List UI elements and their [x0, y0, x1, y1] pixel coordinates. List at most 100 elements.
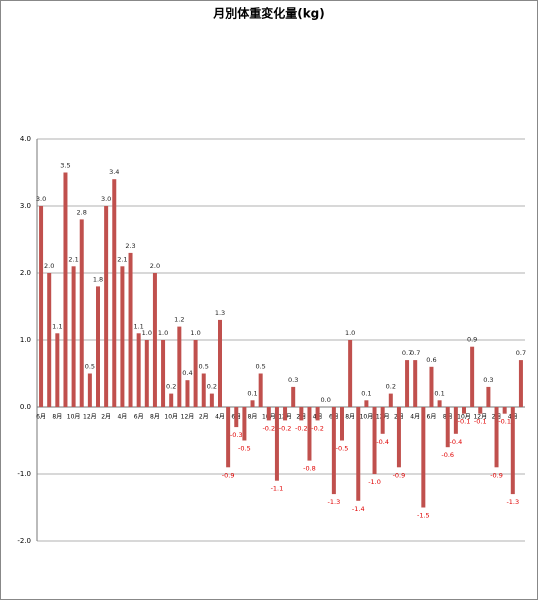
- chart-title: 月別体重変化量(kg): [212, 6, 325, 21]
- value-label: 0.1: [247, 389, 257, 397]
- value-label: 0.4: [182, 369, 192, 377]
- bar: [266, 407, 271, 421]
- bar: [185, 380, 190, 407]
- bar: [348, 340, 353, 407]
- x-tick-label: 8月: [150, 414, 160, 421]
- value-label: 1.2: [174, 316, 184, 324]
- value-label: -0.4: [450, 438, 463, 446]
- value-label: 0.0: [321, 396, 331, 404]
- bar: [71, 266, 76, 407]
- value-label: 0.3: [288, 376, 298, 384]
- bar: [55, 333, 60, 407]
- bar: [462, 407, 466, 414]
- value-label: 0.5: [255, 363, 265, 371]
- bar: [486, 386, 491, 407]
- y-tick-label: 1.0: [20, 336, 31, 344]
- bar: [372, 407, 377, 474]
- value-label: 2.1: [68, 255, 78, 263]
- x-tick-label: 10月: [67, 414, 81, 421]
- value-label: -0.1: [474, 418, 487, 426]
- value-label: 1.0: [345, 329, 355, 337]
- x-tick-label: 2月: [101, 414, 111, 421]
- bar: [356, 407, 361, 501]
- value-label: -0.4: [376, 438, 389, 446]
- bar: [437, 400, 442, 407]
- value-label: 0.5: [199, 363, 209, 371]
- bar: [201, 373, 206, 407]
- x-tick-label: 4月: [215, 414, 225, 421]
- bar: [104, 206, 109, 407]
- value-label: 1.0: [190, 329, 200, 337]
- y-tick-label: 0.0: [20, 403, 31, 411]
- y-tick-label: -1.0: [17, 470, 31, 478]
- value-label: -0.8: [303, 465, 316, 473]
- bar: [193, 340, 198, 407]
- value-label: 1.0: [142, 329, 152, 337]
- x-tick-label: 12月: [181, 414, 195, 421]
- value-label: -0.1: [498, 418, 511, 426]
- bar: [299, 407, 304, 421]
- bar: [87, 373, 92, 407]
- bar: [331, 407, 336, 495]
- value-label: 0.2: [166, 383, 176, 391]
- x-tick-label: 8月: [52, 414, 62, 421]
- y-tick-label: 3.0: [20, 202, 31, 210]
- bar: [161, 340, 166, 407]
- value-label: -0.2: [311, 424, 324, 432]
- value-label: 1.0: [158, 329, 168, 337]
- value-label: -0.2: [262, 424, 275, 432]
- bar: [478, 407, 483, 414]
- value-label: -0.9: [490, 471, 503, 479]
- bar: [177, 326, 182, 407]
- value-label: 2.3: [125, 242, 135, 250]
- value-label: -1.4: [352, 505, 365, 513]
- x-tick-label: 4月: [410, 414, 420, 421]
- value-label: 0.7: [402, 349, 412, 357]
- value-label: 0.6: [426, 356, 436, 364]
- value-label: 0.1: [434, 389, 444, 397]
- value-label: 2.8: [77, 208, 87, 216]
- bar: [396, 407, 401, 468]
- bar: [453, 407, 458, 434]
- value-label: 0.7: [410, 349, 420, 357]
- bar: [445, 407, 450, 448]
- bar: [136, 333, 141, 407]
- x-tick-label: 10月: [164, 414, 178, 421]
- y-tick-label: 2.0: [20, 269, 31, 277]
- value-label: 3.0: [101, 195, 111, 203]
- bar: [250, 400, 255, 407]
- value-label: 2.0: [150, 262, 160, 270]
- value-label: 0.2: [207, 383, 217, 391]
- bar: [234, 407, 239, 428]
- value-label: -0.5: [238, 445, 251, 453]
- bar: [152, 273, 157, 407]
- value-label: 0.7: [516, 349, 526, 357]
- bar: [112, 179, 117, 407]
- x-tick-label: 6月: [36, 414, 46, 421]
- bar: [63, 172, 68, 407]
- value-label: -0.3: [230, 431, 243, 439]
- y-tick-label: 4.0: [20, 135, 31, 143]
- value-label: 1.1: [52, 322, 62, 330]
- value-label: 3.5: [60, 162, 70, 170]
- bar: [169, 393, 174, 407]
- bar: [218, 319, 222, 407]
- bar: [47, 273, 52, 407]
- bar: [413, 360, 418, 407]
- value-label: 0.3: [483, 376, 493, 384]
- x-tick-label: 6月: [427, 414, 437, 421]
- value-label: 1.3: [215, 309, 225, 317]
- bar: [380, 407, 385, 434]
- value-label: -0.6: [441, 451, 454, 459]
- value-label: 0.2: [386, 383, 396, 391]
- value-label: -1.1: [271, 485, 284, 493]
- value-label: -0.5: [336, 445, 349, 453]
- bar: [470, 346, 475, 407]
- value-label: -0.9: [222, 471, 235, 479]
- x-tick-label: 10月: [457, 414, 471, 421]
- value-label: 0.1: [361, 389, 371, 397]
- value-label: -0.1: [458, 418, 471, 426]
- bar: [388, 393, 393, 407]
- bar: [429, 366, 434, 407]
